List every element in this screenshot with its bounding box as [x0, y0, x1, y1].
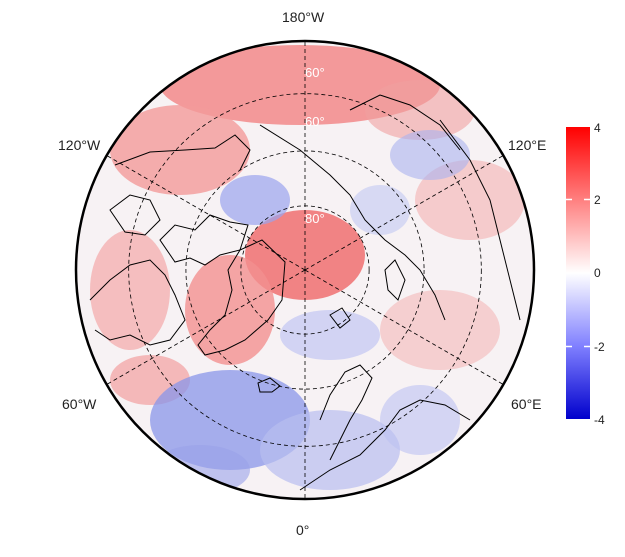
iceland-coast — [257, 377, 281, 393]
europe-coast — [299, 399, 471, 491]
latitude-label: 60° — [305, 114, 325, 129]
colorbar-tick-label: 4 — [594, 121, 601, 135]
map-boundary — [74, 39, 536, 501]
novaya-zemlya-coast — [384, 259, 406, 301]
longitude-label-0: 0° — [296, 522, 310, 538]
asia-interior-border — [439, 119, 521, 321]
north-america-coast — [89, 259, 186, 346]
longitude-label-60e: 60°E — [511, 396, 542, 412]
scandinavia-coast — [319, 364, 373, 461]
greenland-coast — [197, 239, 286, 356]
hudson-bay-coast — [109, 194, 161, 236]
colorbar-tick-label: -2 — [594, 340, 605, 354]
graticule — [106, 41, 504, 499]
svalbard-coast — [329, 307, 351, 329]
anomaly-field — [76, 41, 534, 499]
latitude-label: 80° — [305, 211, 325, 226]
chukotka-coast — [349, 94, 461, 151]
canadian-archipelago — [159, 214, 249, 266]
coastlines — [89, 94, 521, 491]
longitude-label-60w: 60°W — [62, 396, 97, 412]
colorbar-tick-marks — [566, 198, 590, 348]
longitude-label-180w: 180°W — [282, 9, 325, 25]
colorbar-tick-label: -4 — [594, 413, 605, 427]
colorbar-tick-label: 0 — [594, 266, 601, 280]
alaska-coast — [114, 134, 251, 171]
longitude-label-120e: 120°E — [508, 137, 547, 153]
longitude-label-120w: 120°W — [58, 137, 101, 153]
latitude-label: 60° — [305, 65, 325, 80]
meridian-line — [304, 155, 504, 271]
meridian-line — [106, 155, 306, 271]
colorbar-tick-label: 2 — [594, 193, 601, 207]
meridian-line — [106, 269, 306, 385]
latitude-labels: 60° 60° 80° — [305, 65, 325, 226]
meridian-line — [304, 269, 504, 385]
